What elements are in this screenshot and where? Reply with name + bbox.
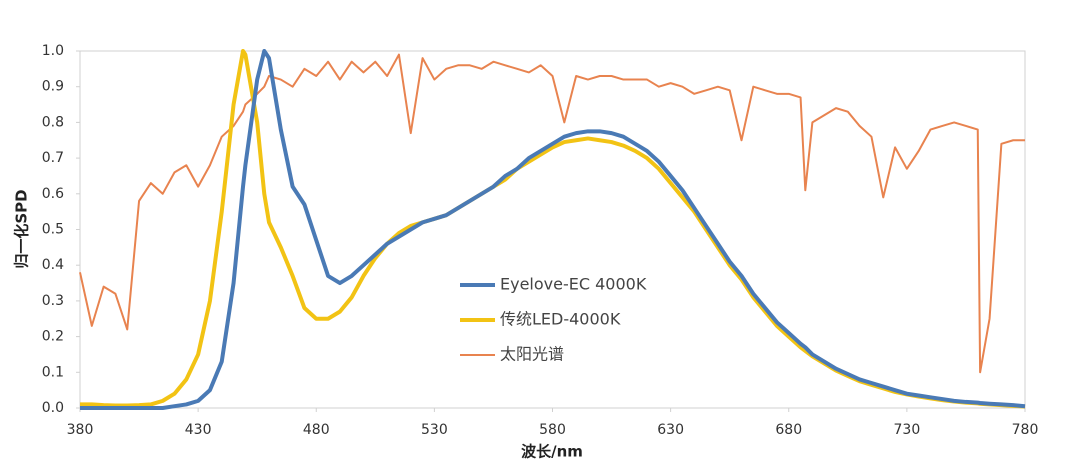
- legend-label: 传统LED-4000K: [500, 310, 621, 329]
- x-tick-label: 530: [421, 422, 448, 438]
- x-tick-label: 430: [185, 422, 212, 438]
- series-line: [80, 49, 1026, 410]
- legend-label: 太阳光谱: [500, 345, 564, 364]
- x-tick-label: 630: [657, 422, 684, 438]
- x-tick-label: 480: [303, 422, 330, 438]
- x-tick-label: 730: [894, 422, 921, 438]
- series-line: [79, 53, 1025, 374]
- y-tick-label: 0.5: [42, 222, 64, 238]
- y-axis-label: 归一化SPD: [13, 189, 31, 268]
- y-tick-label: 1.0: [42, 43, 64, 59]
- x-axis-label: 波长/nm: [521, 443, 583, 461]
- x-tick-label: 780: [1012, 422, 1039, 438]
- legend-label: Eyelove-EC 4000K: [500, 275, 647, 294]
- y-tick-label: 0.3: [42, 293, 64, 309]
- x-tick-label: 580: [539, 422, 566, 438]
- y-tick-label: 0.9: [42, 79, 64, 95]
- y-tick-label: 0.2: [42, 329, 64, 345]
- x-tick-label: 680: [775, 422, 802, 438]
- y-tick-label: 0.8: [42, 114, 64, 130]
- x-tick-label: 380: [67, 422, 94, 438]
- y-tick-label: 0.4: [42, 257, 64, 273]
- y-tick-label: 0.6: [42, 186, 64, 202]
- y-tick-label: 0.1: [42, 364, 64, 380]
- y-tick-label: 0.7: [42, 150, 64, 166]
- y-tick-label: 0.0: [42, 400, 64, 416]
